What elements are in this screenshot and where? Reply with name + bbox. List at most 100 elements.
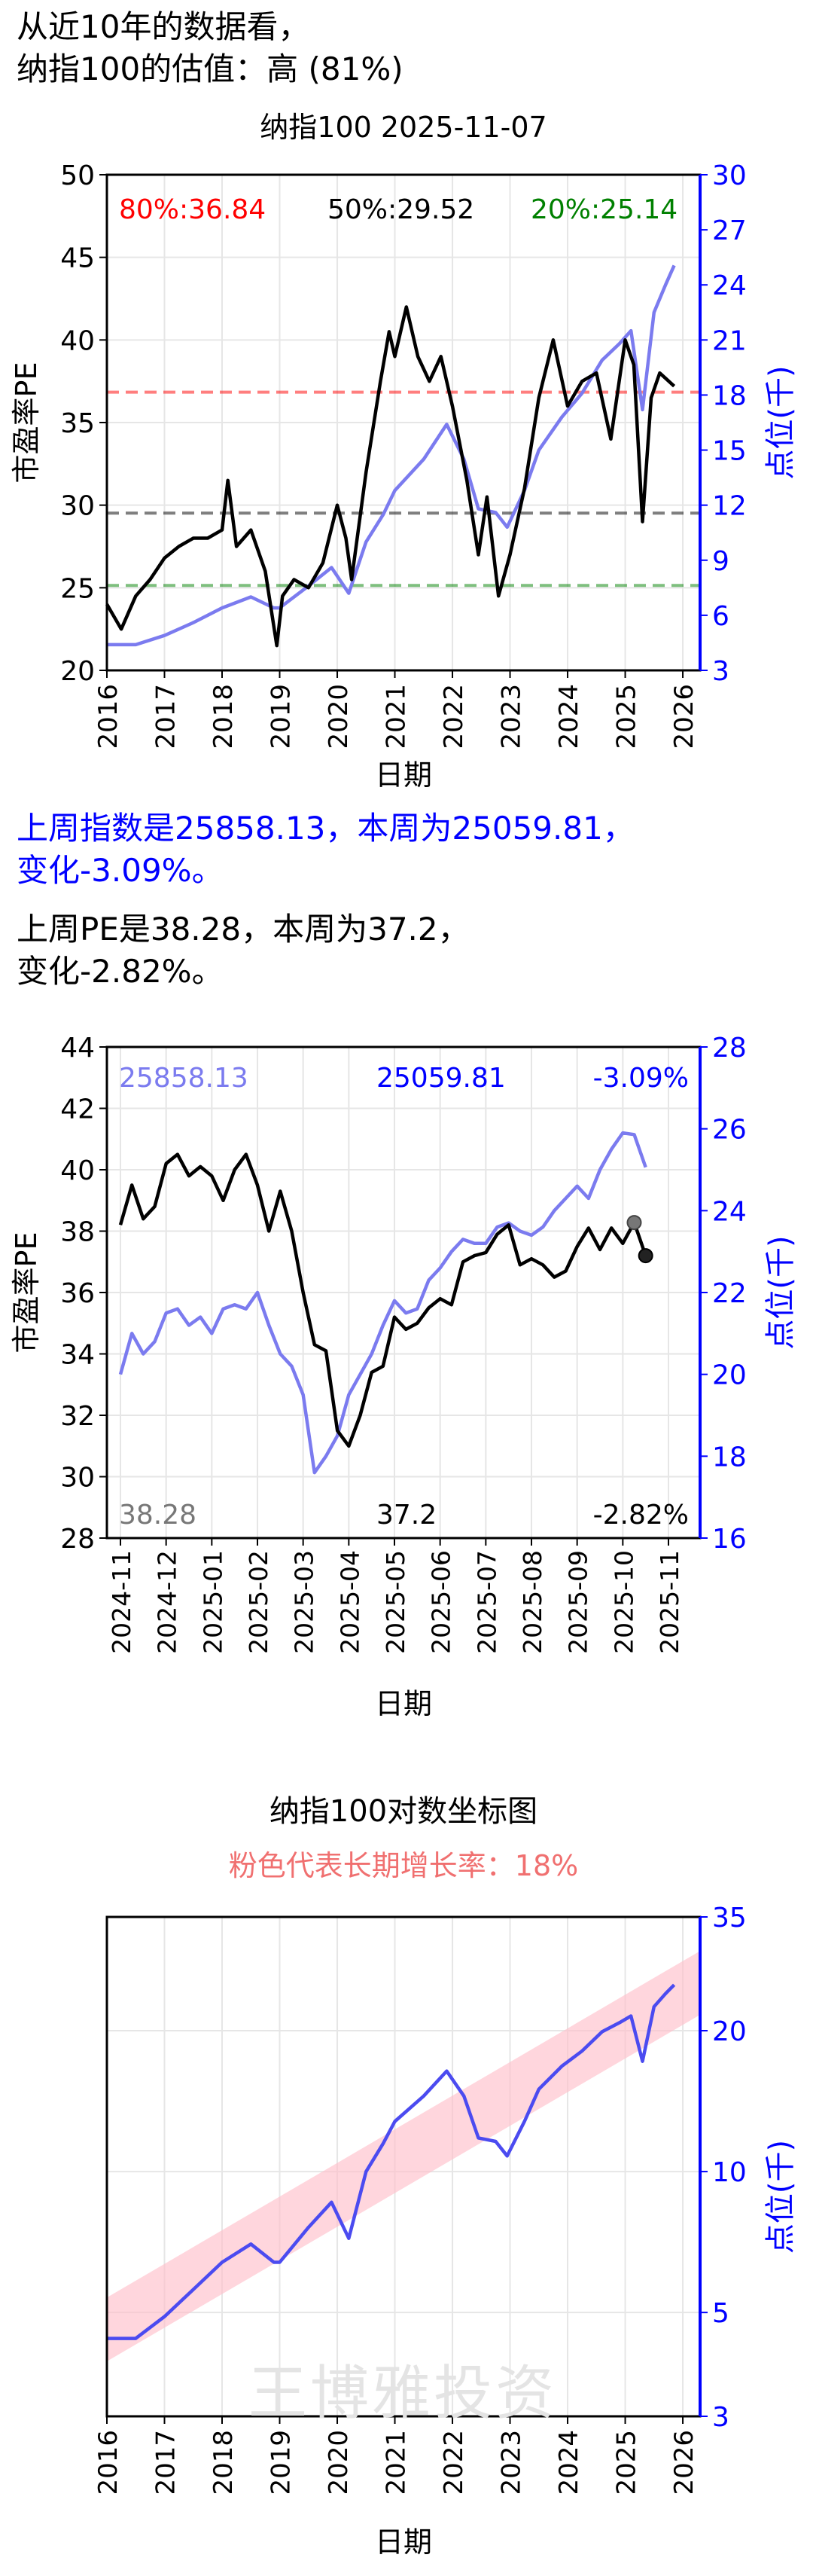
y-right-tick-label: 22: [712, 1278, 747, 1309]
y-right-tick-label: 5: [712, 2298, 729, 2329]
x-tick-label: 2019: [266, 2430, 297, 2495]
pe-series-line: [105, 305, 676, 648]
y-tick-label: 20: [60, 656, 95, 687]
y-right-tick-label: 3: [712, 2402, 729, 2433]
x-tick-label: 2025-01: [198, 1550, 227, 1654]
y-tick-label: 40: [60, 325, 95, 356]
y-right-tick-label: 18: [712, 1442, 747, 1473]
pe-this-week-label: 37.2: [376, 1500, 437, 1531]
x-tick-label: 2020: [324, 684, 354, 749]
x-tick-label: 2023: [497, 684, 527, 749]
x-tick-label: 2024: [554, 2430, 584, 2495]
pe-index-10y-chart: 纳指100 2025-11-07 80%:36.84 50%:29.52 20%:25…: [10, 111, 798, 792]
x-tick-label: 2026: [669, 2430, 699, 2495]
y-tick-label: 44: [60, 1033, 95, 1064]
x-tick-label: 2025-06: [427, 1550, 456, 1654]
pe-summary-line-2: 变化-2.82%。: [17, 953, 224, 990]
y-right-tick-label: 3: [712, 656, 729, 687]
header-line-1: 从近10年的数据看，: [17, 8, 310, 45]
index-log-series-line: [107, 1983, 676, 2340]
y-tick-label: 35: [60, 408, 95, 439]
x-tick-label: 2025-07: [472, 1550, 501, 1654]
pe-this-week-marker: [638, 1248, 653, 1264]
y-tick-label: 42: [60, 1094, 95, 1125]
index-series-line: [107, 264, 676, 647]
y-right-tick-label: 9: [712, 546, 729, 577]
y-tick-label: 34: [60, 1340, 95, 1371]
x-tick-label: 2021: [382, 2430, 412, 2495]
x-tick-label: 2025-10: [609, 1550, 638, 1654]
pe-last-week-label: 38.28: [119, 1500, 196, 1531]
y-tick-label: 50: [60, 160, 95, 191]
x-tick-label: 2017: [151, 684, 181, 749]
pe-series-line: [118, 1152, 647, 1448]
y-right-axis-label: 点位(千): [763, 365, 798, 479]
x-tick-label: 2025-11: [655, 1550, 684, 1654]
y-right-tick-label: 26: [712, 1115, 747, 1146]
x-tick-label: 2026: [669, 684, 699, 749]
y-tick-label: 25: [60, 573, 95, 604]
index-series-line: [118, 1131, 647, 1475]
x-tick-label: 2019: [266, 684, 297, 749]
x-tick-label: 2021: [382, 684, 412, 749]
x-tick-label: 2025-03: [290, 1550, 319, 1654]
chart-title: 纳指100对数坐标图: [269, 1794, 537, 1829]
y-right-tick-label: 20: [712, 2016, 747, 2047]
y-right-axis-label: 点位(千): [763, 1235, 798, 1349]
y-tick-label: 40: [60, 1155, 95, 1186]
watermark: 王博雅投资: [248, 2360, 558, 2428]
x-tick-label: 2016: [93, 684, 123, 749]
pe-index-recent-chart: 25858.13 25059.81 -3.09% 38.28 37.2 -2.82% 28 3…: [10, 1033, 798, 1720]
x-tick-label: 2022: [439, 2430, 469, 2495]
y-right-tick-label: 18: [712, 380, 747, 411]
y-right-tick-label: 10: [712, 2157, 747, 2188]
chart-title: 纳指100 2025-11-07: [260, 111, 547, 144]
x-axis-label: 日期: [375, 758, 432, 792]
x-tick-label: 2020: [324, 2430, 354, 2495]
x-tick-label: 2025-05: [381, 1550, 410, 1654]
y-right-tick-label: 28: [712, 1033, 747, 1064]
pe-change-label: -2.82%: [593, 1500, 689, 1531]
y-tick-label: 36: [60, 1278, 95, 1309]
x-axis-label: 日期: [375, 1687, 432, 1720]
y-right-axis-label: 点位(千): [763, 2140, 798, 2254]
y-right-tick-label: 35: [712, 1903, 747, 1934]
growth-band: [107, 1951, 700, 2361]
y-tick-label: 30: [60, 491, 95, 522]
y-right-tick-label: 12: [712, 491, 747, 522]
y-right-tick-label: 6: [712, 601, 729, 632]
y-axis-label: 市盈率PE: [10, 1232, 43, 1354]
y-right-tick-label: 21: [712, 325, 747, 356]
index-summary-line-1: 上周指数是25858.13，本周为25059.81，: [17, 810, 635, 847]
x-tick-label: 2016: [93, 2430, 123, 2495]
y-right-tick-label: 15: [712, 436, 747, 467]
index-last-week-label: 25858.13: [119, 1063, 248, 1094]
header-line-2: 纳指100的估值：高 (81%): [17, 50, 403, 87]
x-tick-label: 2025: [612, 2430, 642, 2495]
y-tick-label: 45: [60, 243, 95, 274]
pe-summary-line-1: 上周PE是38.28，本周为37.2，: [17, 911, 470, 948]
x-tick-label: 2025-08: [518, 1550, 547, 1654]
x-tick-label: 2017: [151, 2430, 181, 2495]
y-right-tick-label: 24: [712, 270, 747, 301]
x-tick-label: 2025-04: [335, 1550, 364, 1654]
y-right-tick-label: 24: [712, 1196, 747, 1227]
y-right-tick-label: 16: [712, 1524, 747, 1555]
y-right-tick-label: 30: [712, 160, 747, 191]
x-tick-label: 2024-12: [153, 1550, 182, 1654]
y-right-tick-label: 27: [712, 215, 747, 246]
percentile-label: 80%:36.84: [119, 194, 266, 225]
index-this-week-label: 25059.81: [376, 1063, 506, 1094]
y-tick-label: 28: [60, 1524, 95, 1555]
index-summary-line-2: 变化-3.09%。: [17, 852, 224, 889]
y-axis-label: 市盈率PE: [10, 362, 43, 484]
y-tick-label: 30: [60, 1463, 95, 1494]
x-tick-label: 2022: [439, 684, 469, 749]
y-tick-label: 38: [60, 1217, 95, 1248]
x-tick-label: 2024: [554, 684, 584, 749]
x-tick-label: 2025-02: [244, 1550, 273, 1654]
pe-last-week-marker: [626, 1215, 642, 1231]
x-tick-label: 2024-11: [107, 1550, 136, 1654]
y-right-tick-label: 20: [712, 1360, 747, 1391]
